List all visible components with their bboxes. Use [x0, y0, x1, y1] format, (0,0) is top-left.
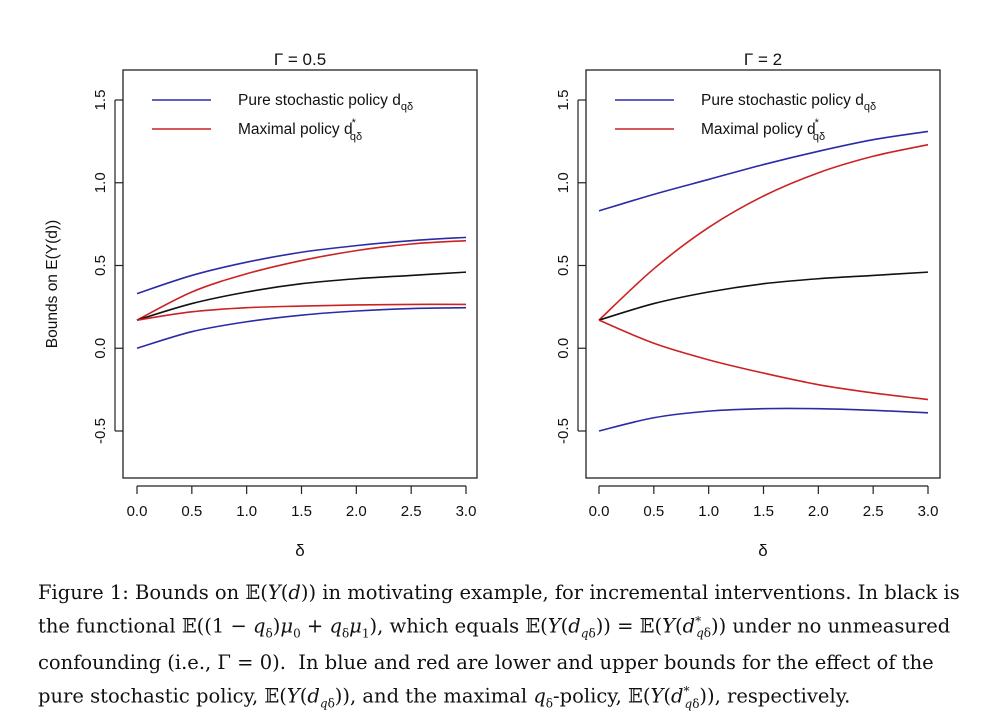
x-tick-label: 1.5	[291, 503, 312, 520]
x-tick-label: 1.5	[753, 503, 774, 520]
y-tick-label: 0.0	[92, 338, 109, 359]
x-tick-label: 1.0	[698, 503, 719, 520]
legend-label: Maximal policy d* qδ	[238, 117, 362, 143]
series-group	[136, 236, 467, 350]
series-group	[598, 130, 929, 432]
y-tick-label: 1.5	[92, 90, 109, 111]
y-tick-label: 1.0	[92, 172, 109, 193]
x-tick-label: 2.0	[346, 503, 367, 520]
y-tick-label: 1.5	[555, 90, 572, 111]
y-tick-label: 0.0	[555, 338, 572, 359]
figure-caption: Figure 1: Bounds on 𝔼(Y(d)) in motivatin…	[38, 578, 962, 719]
panel-title: Γ = 0.5	[274, 50, 326, 69]
caption-line-1: Figure 1: Bounds on 𝔼(Y(d)) in motivatin…	[38, 581, 960, 604]
series-line-1	[598, 143, 929, 321]
series-line-2	[598, 271, 929, 321]
x-tick-label: 2.5	[401, 503, 422, 520]
panel-gamma-0.5: Γ = 0.5 0.0 0.5 1.0 1.5 2.0 2.5 3.0 δ -0.5 0.0 0.5 1…	[44, 50, 478, 560]
plot-frame	[122, 69, 478, 479]
caption-line-2: the functional 𝔼((1 − qδ)μ0 + qδμ1), whi…	[38, 614, 951, 641]
y-axis: -0.5 0.0 0.5 1.0 1.5 Bounds on E(Y(d))	[44, 90, 123, 444]
caption-line-4: pure stochastic policy, 𝔼(Y(dqδ)), and t…	[38, 684, 851, 711]
y-tick-label: 1.0	[555, 172, 572, 193]
caption-line-3: confounding (i.e., Γ = 0). In blue and r…	[38, 651, 934, 675]
x-axis: 0.0 0.5 1.0 1.5 2.0 2.5 3.0 δ	[589, 485, 939, 560]
x-axis: 0.0 0.5 1.0 1.5 2.0 2.5 3.0 δ	[127, 485, 477, 560]
x-axis-label: δ	[758, 541, 767, 560]
y-axis-label: Bounds on E(Y(d))	[44, 220, 61, 348]
series-line-3	[598, 319, 929, 401]
y-tick-label: -0.5	[555, 418, 572, 444]
y-tick-label: 0.5	[555, 255, 572, 276]
x-tick-label: 2.0	[808, 503, 829, 520]
series-line-1	[136, 239, 467, 321]
x-tick-label: 2.5	[863, 503, 884, 520]
series-line-2	[136, 271, 467, 321]
legend-label: Maximal policy d* qδ	[701, 117, 825, 143]
x-tick-label: 0.5	[643, 503, 664, 520]
x-tick-label: 3.0	[918, 503, 939, 520]
x-tick-label: 1.0	[236, 503, 257, 520]
legend: Pure stochastic policy dqδ Maximal policy…	[152, 92, 413, 143]
x-tick-label: 0.0	[589, 503, 610, 520]
legend-label: Pure stochastic policy dqδ	[701, 92, 876, 113]
series-line-4	[598, 407, 929, 432]
y-tick-label: -0.5	[92, 418, 109, 444]
panel-gamma-2: Γ = 2 0.0 0.5 1.0 1.5 2.0 2.5 3.0 δ -0.5 0.0 0.5 1.0…	[555, 50, 941, 560]
legend: Pure stochastic policy dqδ Maximal policy…	[615, 92, 876, 143]
legend-label: Pure stochastic policy dqδ	[238, 92, 413, 113]
y-tick-label: 0.5	[92, 255, 109, 276]
plot-frame	[585, 69, 941, 479]
series-line-0	[598, 130, 929, 212]
series-line-3	[136, 303, 467, 321]
panel-title: Γ = 2	[744, 50, 782, 69]
x-tick-label: 3.0	[456, 503, 477, 520]
y-axis: -0.5 0.0 0.5 1.0 1.5	[555, 90, 586, 444]
series-line-4	[136, 306, 467, 350]
series-line-0	[136, 236, 467, 295]
figure: Γ = 0.5 0.0 0.5 1.0 1.5 2.0 2.5 3.0 δ -0.5 0.0 0.5 1…	[44, 50, 941, 560]
x-axis-label: δ	[295, 541, 304, 560]
x-tick-label: 0.5	[181, 503, 202, 520]
x-tick-label: 0.0	[127, 503, 148, 520]
